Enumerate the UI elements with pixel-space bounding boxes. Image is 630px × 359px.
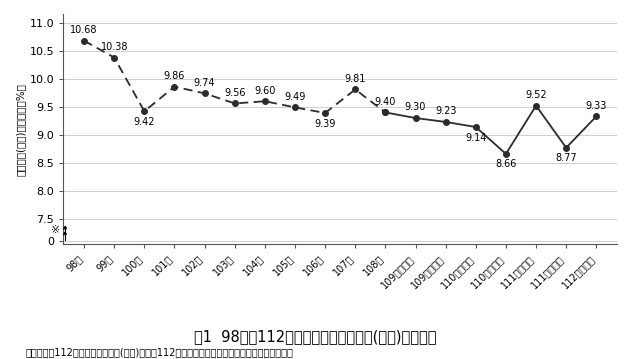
Y-axis label: 低度使用(用電)住宅比率（%）: 低度使用(用電)住宅比率（%） — [15, 83, 25, 176]
Text: 9.52: 9.52 — [525, 90, 547, 100]
Text: 9.86: 9.86 — [164, 71, 185, 81]
Text: 圖1  98年至112年上半年全國低度使用(用電)住宅比率: 圖1 98年至112年上半年全國低度使用(用電)住宅比率 — [194, 330, 436, 345]
Text: 資料來源：112年上半年低度使用(用電)住宅及112年第１季、第２季待售新成屋統計資訊簡冊。: 資料來源：112年上半年低度使用(用電)住宅及112年第１季、第２季待售新成屋統… — [25, 347, 293, 357]
Text: 8.66: 8.66 — [495, 159, 517, 169]
Text: 10.68: 10.68 — [71, 25, 98, 35]
Text: 9.39: 9.39 — [314, 118, 336, 129]
Text: 9.23: 9.23 — [435, 106, 456, 116]
Text: ※: ※ — [51, 225, 60, 235]
Text: 9.56: 9.56 — [224, 88, 246, 98]
Text: 9.14: 9.14 — [465, 132, 486, 143]
Text: 9.42: 9.42 — [134, 117, 155, 127]
Text: 9.81: 9.81 — [345, 74, 366, 84]
Text: 9.60: 9.60 — [254, 86, 275, 95]
Text: 9.74: 9.74 — [194, 78, 215, 88]
Text: 9.33: 9.33 — [586, 101, 607, 111]
Text: 9.40: 9.40 — [375, 97, 396, 107]
Text: 9.49: 9.49 — [284, 92, 306, 102]
Text: 10.38: 10.38 — [100, 42, 128, 52]
Text: 9.30: 9.30 — [405, 102, 427, 112]
Text: 8.77: 8.77 — [556, 153, 577, 163]
